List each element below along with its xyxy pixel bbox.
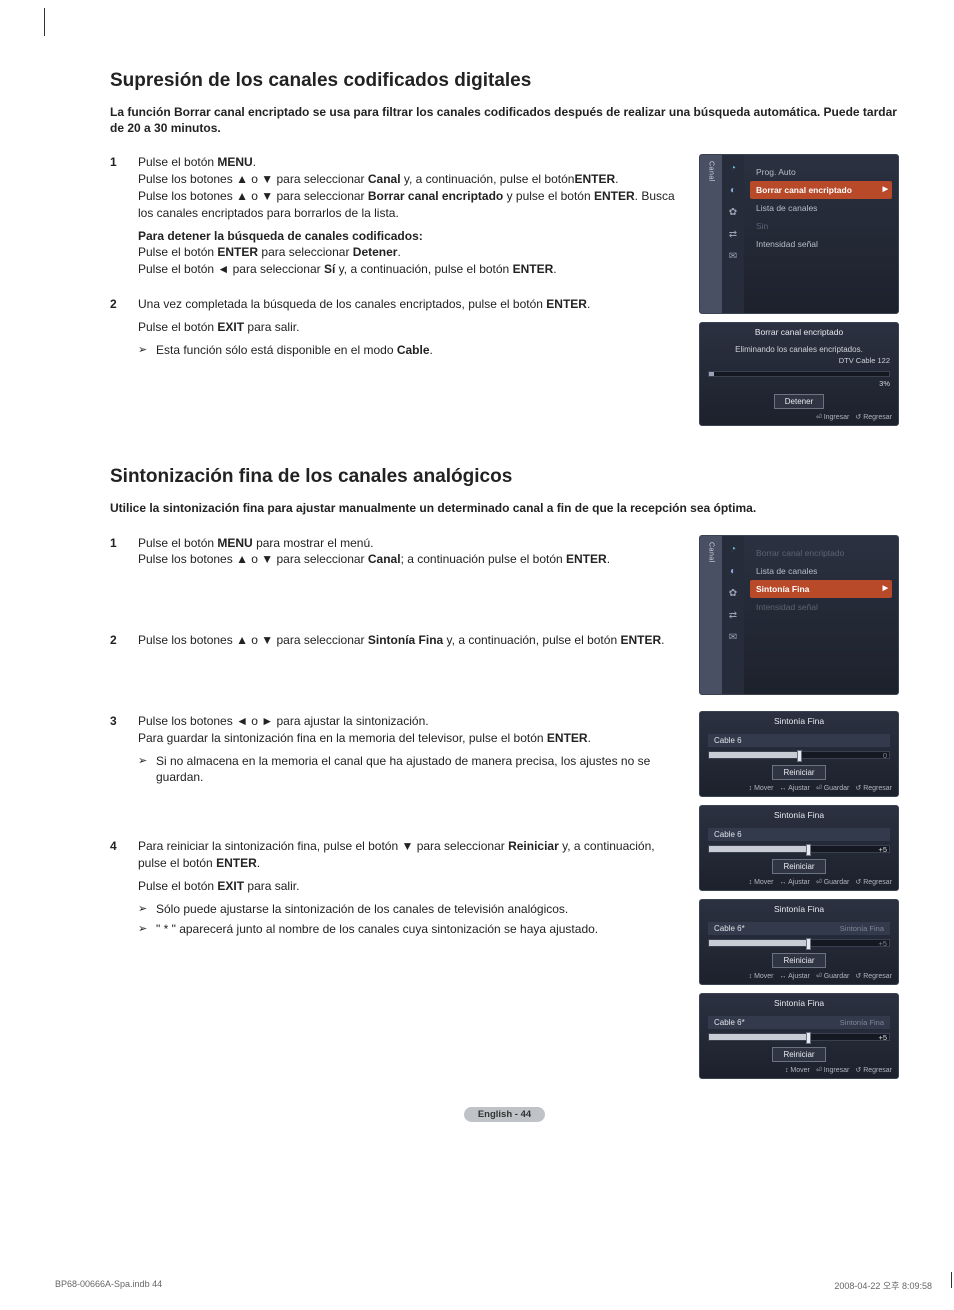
ft-slider[interactable]: 0 bbox=[708, 751, 890, 759]
ft-slider[interactable]: +5 bbox=[708, 845, 890, 853]
osd-footer-hint: ⏎ Ingresar bbox=[816, 1067, 850, 1074]
osd-footer-hint: ↕ Mover bbox=[749, 973, 774, 980]
crop-mark bbox=[44, 8, 45, 36]
osd-tab-icon: ◐ bbox=[727, 566, 739, 578]
reset-button[interactable]: Reiniciar bbox=[772, 1047, 825, 1062]
s2-step2: Pulse los botones ▲ o ▼ para seleccionar… bbox=[110, 632, 681, 695]
osd-menu-item[interactable]: Lista de canales bbox=[750, 199, 892, 217]
print-footer: BP68-00666A-Spa.indb 44 2008-04-22 오후 8:… bbox=[55, 1279, 932, 1292]
osd-menu-item[interactable]: Sintonía Fina bbox=[750, 580, 892, 598]
osd-footer-hint: ↕ Mover bbox=[785, 1067, 810, 1074]
osd-tab-icon: ✿ bbox=[727, 588, 739, 600]
section1-intro: La función Borrar canal encriptado se us… bbox=[110, 104, 899, 136]
osd-footer-hint: ⏎ Ingresar bbox=[816, 414, 850, 421]
reset-button[interactable]: Reiniciar bbox=[772, 953, 825, 968]
s2-step4: Para reiniciar la sintonización fina, pu… bbox=[110, 838, 681, 938]
osd-menu-item[interactable]: Borrar canal encriptado bbox=[750, 181, 892, 199]
osd-tab-icon: ✉ bbox=[727, 632, 739, 644]
osd-footer-hint: ⏎ Guardar bbox=[816, 879, 850, 886]
crop-mark bbox=[951, 1272, 952, 1288]
ft-title: Sintonía Fina bbox=[700, 994, 898, 1012]
ft-slider[interactable]: +5 bbox=[708, 1033, 890, 1041]
section1-title: Supresión de los canales codificados dig… bbox=[110, 70, 899, 92]
osd-footer-hint: ↺ Regresar bbox=[855, 414, 892, 421]
ft-slider[interactable]: +5 bbox=[708, 939, 890, 947]
fine-tune-panel: Sintonía Fina Cable 6*Sintonía Fina +5 Rein… bbox=[699, 993, 899, 1079]
fine-tune-panel: Sintonía Fina Cable 6 0 Reiniciar ↕ Mover ↔ A… bbox=[699, 711, 899, 797]
osd-tab-icon: ✿ bbox=[727, 207, 739, 219]
ft-title: Sintonía Fina bbox=[700, 806, 898, 824]
ft-channel-row: Cable 6*Sintonía Fina bbox=[708, 1016, 890, 1029]
osd-tab-icon: ✉ bbox=[727, 251, 739, 263]
fine-tune-panel: Sintonía Fina Cable 6*Sintonía Fina +5 Rein… bbox=[699, 899, 899, 985]
osd-footer-hint: ↺ Regresar bbox=[855, 973, 892, 980]
ft-title: Sintonía Fina bbox=[700, 900, 898, 918]
ft-channel-row: Cable 6*Sintonía Fina bbox=[708, 922, 890, 935]
osd-footer-hint: ⏎ Guardar bbox=[816, 785, 850, 792]
osd-footer: ↕ Mover ↔ Ajustar ⏎ Guardar ↺ Regresar bbox=[700, 876, 898, 886]
osd-dialog-1: Borrar canal encriptado Eliminando los c… bbox=[699, 322, 899, 426]
s1-step1: Pulse el botón MENU. Pulse los botones ▲… bbox=[110, 154, 681, 278]
osd-menu-item[interactable]: Lista de canales bbox=[750, 562, 892, 580]
osd-menu-item[interactable]: Borrar canal encriptado bbox=[750, 544, 892, 562]
osd-footer-hint: ↔ Ajustar bbox=[780, 785, 810, 792]
osd-footer-hint: ↺ Regresar bbox=[855, 1067, 892, 1074]
osd-footer-hint: ↕ Mover bbox=[749, 879, 774, 886]
osd-footer: ↕ Mover ↔ Ajustar ⏎ Guardar ↺ Regresar bbox=[700, 782, 898, 792]
ft-channel-row: Cable 6 bbox=[708, 828, 890, 841]
osd-menu-item[interactable]: Prog. Auto bbox=[750, 163, 892, 181]
section2-intro: Utilice la sintonización fina para ajust… bbox=[110, 500, 899, 516]
s1-step2: Una vez completada la búsqueda de los ca… bbox=[110, 296, 681, 358]
s2-step3: Pulse los botones ◄ o ► para ajustar la … bbox=[110, 713, 681, 820]
osd-menu-item[interactable]: Intensidad señal bbox=[750, 598, 892, 616]
osd-footer-hint: ⏎ Guardar bbox=[816, 973, 850, 980]
osd-footer-hint: ↔ Ajustar bbox=[780, 879, 810, 886]
reset-button[interactable]: Reiniciar bbox=[772, 765, 825, 780]
osd-footer: ↕ Mover ↔ Ajustar ⏎ Guardar ↺ Regresar bbox=[700, 970, 898, 980]
osd-tab-icon: ⇄ bbox=[727, 610, 739, 622]
osd-menu-item[interactable]: Sin bbox=[750, 217, 892, 235]
osd-tab-icon: ◐ bbox=[727, 185, 739, 197]
osd-menu-2: Canal ◔◐✿⇄✉ Borrar canal encriptadoLista… bbox=[699, 535, 899, 695]
osd-menu-item[interactable]: Intensidad señal bbox=[750, 235, 892, 253]
stop-button[interactable]: Detener bbox=[774, 394, 824, 409]
fine-tune-panel: Sintonía Fina Cable 6 +5 Reiniciar ↕ Mover ↔ … bbox=[699, 805, 899, 891]
reset-button[interactable]: Reiniciar bbox=[772, 859, 825, 874]
osd-footer-hint: ↺ Regresar bbox=[855, 785, 892, 792]
osd-footer-hint: ↔ Ajustar bbox=[780, 973, 810, 980]
section2-title: Sintonización fina de los canales analóg… bbox=[110, 466, 899, 488]
osd-footer-hint: ↕ Mover bbox=[749, 785, 774, 792]
osd-footer-hint: ↺ Regresar bbox=[855, 879, 892, 886]
osd-menu-1: Canal ◔◐✿⇄✉ Prog. AutoBorrar canal encri… bbox=[699, 154, 899, 314]
s2-step1: Pulse el botón MENU para mostrar el menú… bbox=[110, 535, 681, 615]
osd-footer: ↕ Mover ⏎ Ingresar ↺ Regresar bbox=[700, 1064, 898, 1074]
page-badge: English - 44 bbox=[464, 1107, 545, 1122]
osd-tab-icon: ⇄ bbox=[727, 229, 739, 241]
osd-tab-icon: ◔ bbox=[727, 163, 739, 175]
ft-channel-row: Cable 6 bbox=[708, 734, 890, 747]
ft-title: Sintonía Fina bbox=[700, 712, 898, 730]
osd-tab-icon: ◔ bbox=[727, 544, 739, 556]
